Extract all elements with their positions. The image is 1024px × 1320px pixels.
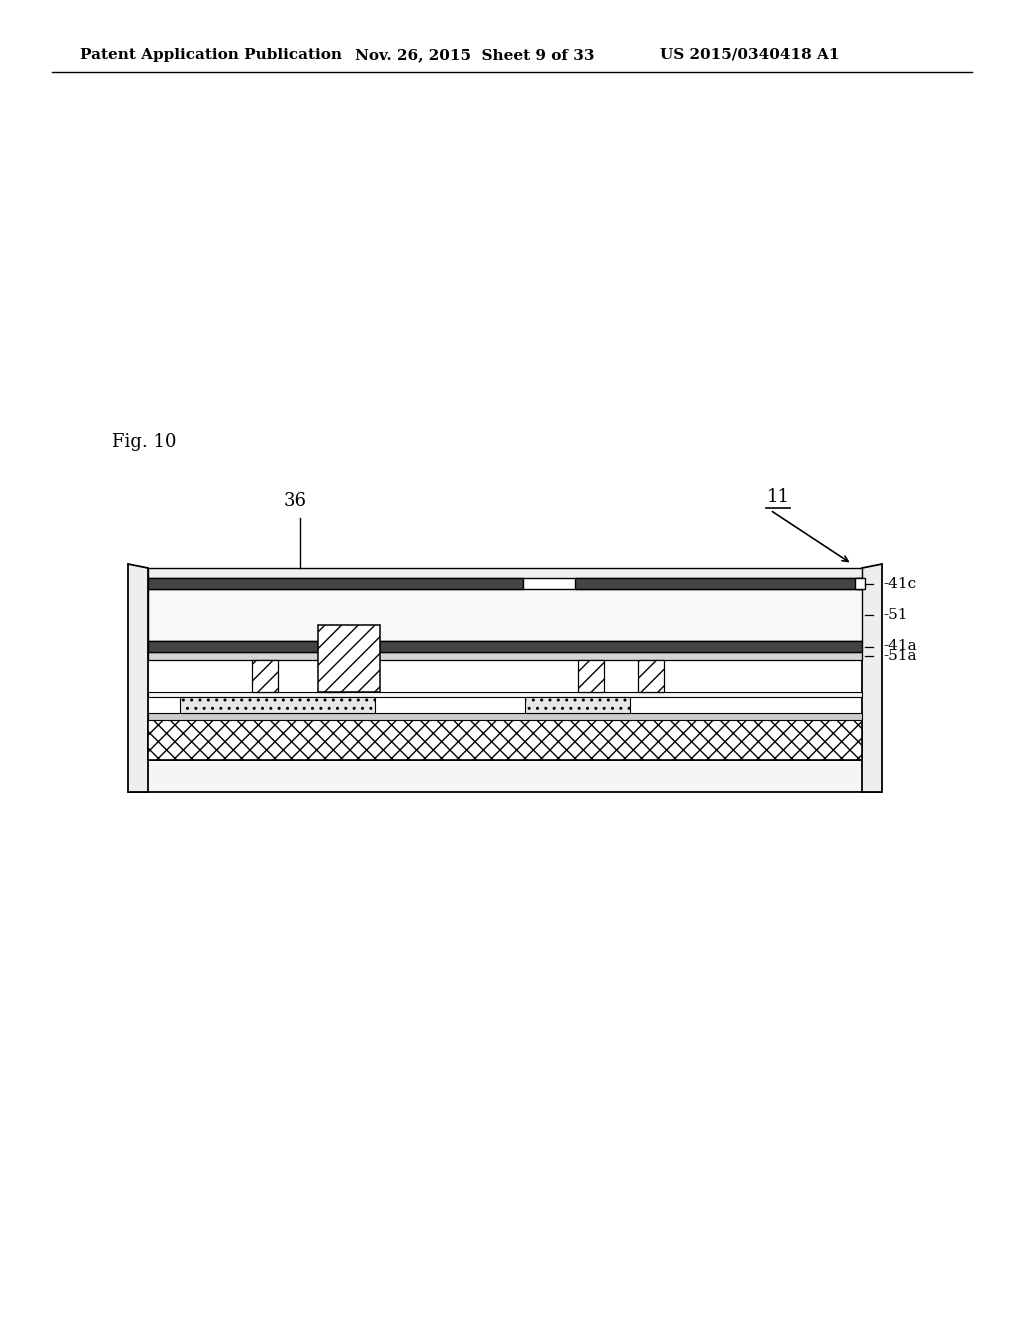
- Bar: [180, 697, 375, 713]
- Bar: [148, 642, 862, 652]
- Bar: [148, 568, 862, 578]
- Bar: [318, 624, 380, 692]
- Bar: [578, 660, 604, 692]
- Bar: [525, 697, 630, 713]
- Text: Fig. 10: Fig. 10: [112, 433, 176, 451]
- Text: Nov. 26, 2015  Sheet 9 of 33: Nov. 26, 2015 Sheet 9 of 33: [355, 48, 595, 62]
- Bar: [148, 578, 523, 589]
- Bar: [575, 578, 862, 589]
- Bar: [319, 660, 346, 692]
- Bar: [148, 652, 862, 660]
- Bar: [148, 713, 862, 719]
- Text: 36: 36: [284, 492, 306, 510]
- Text: -51a: -51a: [883, 649, 916, 663]
- Text: US 2015/0340418 A1: US 2015/0340418 A1: [660, 48, 840, 62]
- Bar: [638, 660, 664, 692]
- Polygon shape: [862, 564, 882, 792]
- Bar: [148, 719, 862, 760]
- Text: Patent Application Publication: Patent Application Publication: [80, 48, 342, 62]
- Text: -51: -51: [883, 609, 907, 622]
- Polygon shape: [128, 564, 148, 792]
- Text: 11: 11: [767, 488, 790, 506]
- Bar: [252, 660, 278, 692]
- Bar: [855, 578, 865, 589]
- Bar: [148, 589, 862, 642]
- Text: -41c: -41c: [883, 577, 916, 590]
- Bar: [148, 692, 862, 697]
- Polygon shape: [128, 760, 882, 792]
- Text: -41a: -41a: [883, 639, 916, 653]
